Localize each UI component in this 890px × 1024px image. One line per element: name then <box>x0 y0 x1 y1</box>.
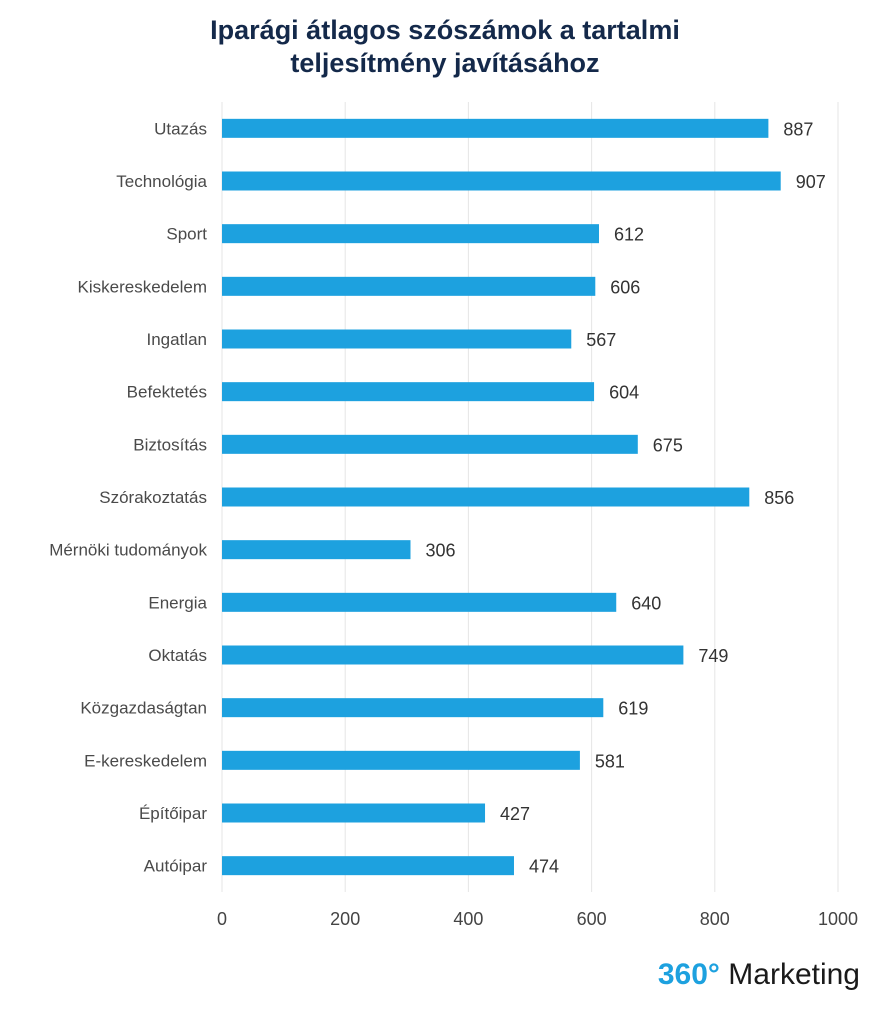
chart-title: Iparági átlagos szószámok a tartalmi tel… <box>0 14 890 80</box>
bar <box>222 540 411 560</box>
category-label: Befektetés <box>127 383 207 402</box>
category-label: Ingatlan <box>147 330 208 349</box>
bar <box>222 592 617 612</box>
category-label: Biztosítás <box>133 435 207 454</box>
bar <box>222 382 595 402</box>
value-label: 474 <box>529 857 559 877</box>
bar <box>222 118 769 138</box>
bar <box>222 856 514 876</box>
value-label: 306 <box>425 541 455 561</box>
brand-number: 360° <box>657 958 720 991</box>
bar <box>222 224 599 244</box>
bar <box>222 276 596 296</box>
category-label: Építőipar <box>139 804 207 823</box>
category-label: Szórakoztatás <box>99 488 207 507</box>
bar <box>222 698 604 718</box>
x-tick-label: 600 <box>577 909 607 929</box>
x-tick-label: 200 <box>330 909 360 929</box>
value-label: 887 <box>783 119 813 139</box>
x-tick-label: 1000 <box>818 909 858 929</box>
bar <box>222 750 580 770</box>
category-label: Mérnöki tudományok <box>49 541 207 560</box>
brand-logo: 360° Marketing <box>658 958 860 992</box>
x-tick-label: 800 <box>700 909 730 929</box>
category-label: Kiskereskedelem <box>78 277 207 296</box>
x-tick-label: 400 <box>453 909 483 929</box>
bar <box>222 171 781 191</box>
bar <box>222 645 684 665</box>
chart-title-line-2: teljesítmény javításához <box>290 48 600 78</box>
chart-title-line-1: Iparági átlagos szószámok a tartalmi <box>210 15 680 45</box>
value-label: 640 <box>631 593 661 613</box>
category-label: Közgazdaságtan <box>80 699 207 718</box>
value-label: 604 <box>609 383 639 403</box>
value-label: 619 <box>618 699 648 719</box>
category-label: Utazás <box>154 119 207 138</box>
value-label: 675 <box>653 435 683 455</box>
value-label: 606 <box>610 277 640 297</box>
value-label: 427 <box>500 804 530 824</box>
category-label: E-kereskedelem <box>84 751 207 770</box>
category-label: Autóipar <box>144 857 208 876</box>
bar <box>222 803 486 823</box>
bar <box>222 434 638 454</box>
value-label: 581 <box>595 751 625 771</box>
value-label: 907 <box>796 172 826 192</box>
category-label: Sport <box>166 225 207 244</box>
value-label: 612 <box>614 225 644 245</box>
category-label: Oktatás <box>148 646 207 665</box>
x-tick-label: 0 <box>217 909 227 929</box>
value-label: 749 <box>698 646 728 666</box>
category-label: Energia <box>148 593 207 612</box>
bar <box>222 487 750 507</box>
bar <box>222 329 572 349</box>
value-label: 567 <box>586 330 616 350</box>
brand-text: Marketing <box>719 958 860 991</box>
category-label: Technológia <box>116 172 207 191</box>
value-label: 856 <box>764 488 794 508</box>
